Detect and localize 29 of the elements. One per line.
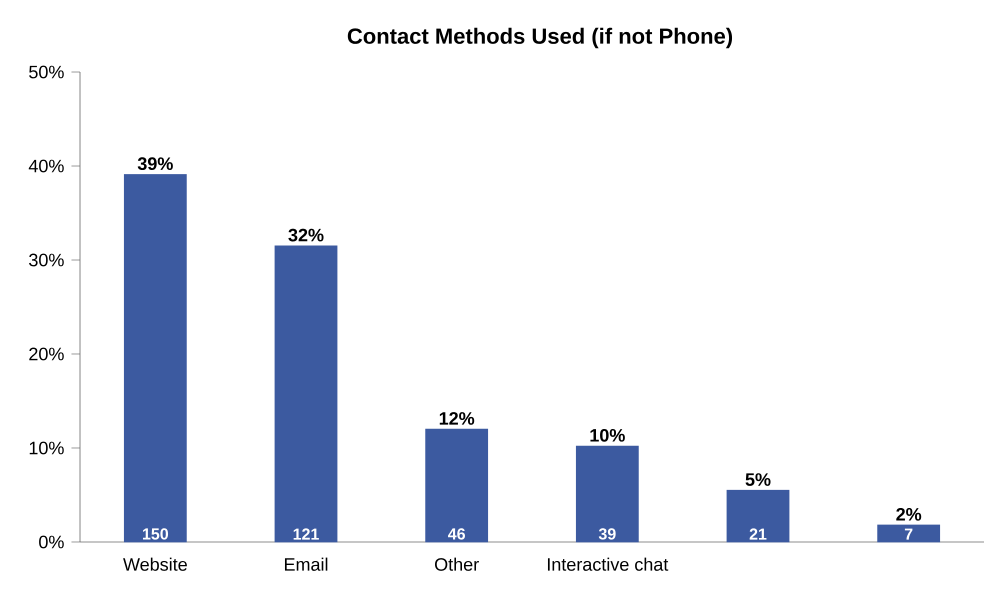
- bar: [726, 490, 790, 542]
- annotation: 46: [448, 528, 465, 540]
- bar: [877, 524, 940, 542]
- x-tick-label: Interactive chat: [548, 558, 668, 571]
- y-tick-label: 30%: [29, 254, 64, 266]
- bar: [124, 174, 187, 542]
- bar: [576, 446, 639, 542]
- data-label: 2%: [896, 508, 922, 521]
- x-tick-label: Email: [284, 558, 328, 571]
- annotation: 121: [294, 528, 319, 540]
- bar: [425, 428, 488, 542]
- data-label: 32%: [288, 228, 324, 242]
- data-label: 5%: [746, 473, 771, 486]
- annotation: 7: [904, 528, 912, 540]
- data-label: 12%: [440, 412, 474, 425]
- annotation: 150: [142, 528, 168, 540]
- y-tick-label: 50%: [29, 66, 64, 78]
- annotation: 39: [598, 528, 616, 540]
- x-tick-label: Website: [123, 558, 187, 571]
- y-tick-label: 20%: [29, 348, 64, 360]
- data-label: 10%: [590, 428, 625, 442]
- data-label: 39%: [138, 157, 173, 170]
- y-tick-label: 10%: [30, 442, 64, 454]
- x-tick-label: Other: [435, 558, 479, 571]
- y-tick-label: 0%: [39, 536, 64, 548]
- y-tick-label: 40%: [28, 160, 64, 172]
- chart-title: Contact Methods Used (if not Phone): [348, 28, 732, 48]
- annotation: 21: [750, 528, 766, 540]
- bar: [274, 246, 338, 542]
